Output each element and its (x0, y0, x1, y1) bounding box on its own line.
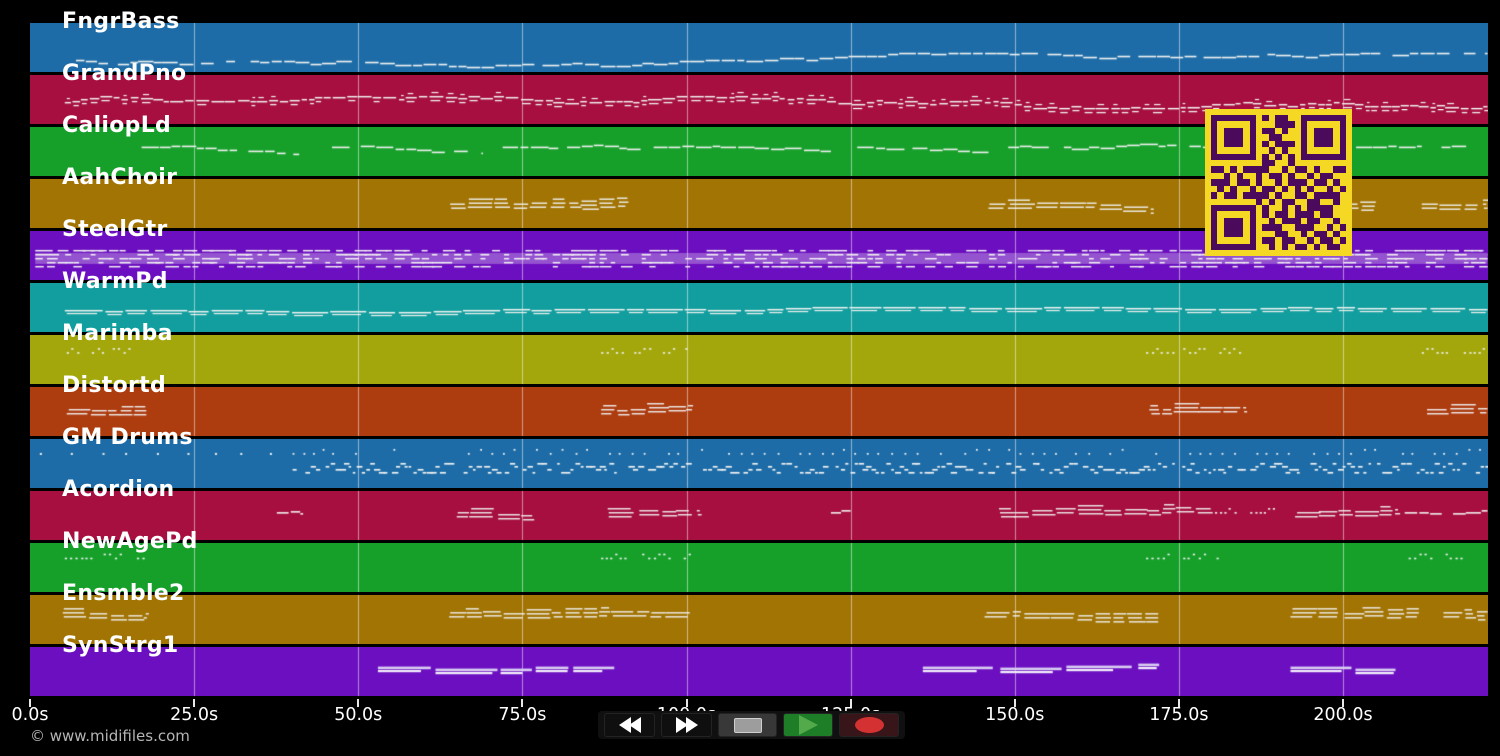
track-label-warmpd: WarmPd (62, 269, 168, 294)
track-label-ensmble2: Ensmble2 (62, 581, 185, 606)
track-label-caliopld: CaliopLd (62, 113, 172, 138)
rewind-button[interactable] (604, 713, 655, 737)
axis-label-75s: 75.0s (498, 705, 547, 725)
stop-button[interactable] (718, 713, 777, 737)
track-label-aahchoir: AahChoir (62, 165, 178, 190)
axis-tick-150s (1013, 699, 1016, 707)
record-button[interactable] (839, 713, 899, 737)
qr-code-overlay (1205, 109, 1352, 256)
axis-tick-50s (357, 699, 360, 707)
axis-label-25s: 25.0s (170, 705, 219, 725)
track-label-newagepd: NewAgePd (62, 529, 198, 554)
track-label-grandpno: GrandPno (62, 61, 187, 86)
track-label-gm-drums: GM Drums (62, 425, 193, 450)
axis-label-175s: 175.0s (1149, 705, 1209, 725)
axis-label-50s: 50.0s (334, 705, 383, 725)
transport-bar (598, 711, 905, 739)
axis-tick-125s (849, 699, 852, 707)
axis-label-200s: 200.0s (1313, 705, 1373, 725)
track-label-distortd: Distortd (62, 373, 167, 398)
axis-tick-200s (1342, 699, 1344, 707)
axis-tick-175s (1177, 699, 1180, 707)
play-icon (798, 715, 818, 735)
axis-tick-75s (521, 699, 524, 707)
axis-label-150s: 150.0s (985, 705, 1045, 725)
record-icon (854, 717, 884, 733)
rewind-icon (618, 717, 641, 733)
axis-label-0s: 0.0s (11, 705, 49, 725)
track-label-steelgtr: SteelGtr (62, 217, 168, 242)
track-label-marimba: Marimba (62, 321, 173, 346)
axis-tick-100s (685, 699, 688, 707)
play-button[interactable] (783, 713, 833, 737)
track-label-fngrbass: FngrBass (62, 9, 180, 34)
fast-forward-button[interactable] (661, 713, 712, 737)
track-label-acordion: Acordion (62, 477, 175, 502)
axis-tick-0s (29, 699, 31, 707)
axis-tick-25s (193, 699, 196, 707)
track-label-synstrg1: SynStrg1 (62, 633, 179, 658)
fast-forward-icon (675, 717, 698, 733)
watermark: © www.midifiles.com (30, 727, 190, 745)
stop-icon (733, 717, 762, 733)
